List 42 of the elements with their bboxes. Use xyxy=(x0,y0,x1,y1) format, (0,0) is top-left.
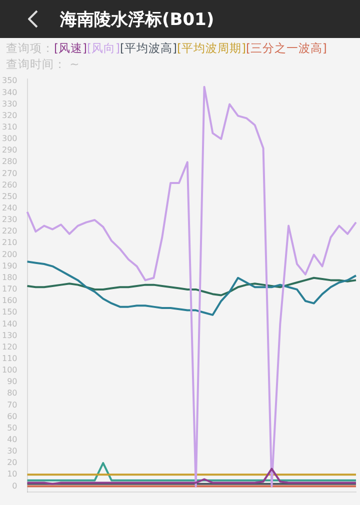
y-tick-label: 40 xyxy=(7,434,18,444)
text: [平均波周期] xyxy=(176,41,246,55)
y-tick-label: 220 xyxy=(2,226,18,236)
y-tick-label: 140 xyxy=(2,319,18,328)
y-tick-label: 210 xyxy=(2,238,18,248)
y-tick-label: 290 xyxy=(2,146,18,155)
y-tick-label: 90 xyxy=(7,377,18,386)
y-tick-label: 320 xyxy=(2,110,18,120)
y-tick-label: 20 xyxy=(7,458,18,468)
y-tick-label: 350 xyxy=(2,76,18,86)
y-tick-label: 110 xyxy=(2,354,18,363)
y-tick-label: 300 xyxy=(2,134,18,144)
y-tick-label: 0 xyxy=(12,481,18,490)
y-tick-label: 100 xyxy=(2,366,18,375)
y-tick-label: 130 xyxy=(2,330,18,340)
text: [三分之一波高] xyxy=(246,41,327,55)
y-tick-label: 170 xyxy=(2,284,18,294)
y-tick-label: 260 xyxy=(2,180,18,190)
y-tick-label: 80 xyxy=(7,388,18,398)
y-tick-label: 280 xyxy=(2,157,18,166)
y-tick-label: 10 xyxy=(7,470,18,479)
y-tick-label: 340 xyxy=(2,88,18,97)
y-tick-label: 120 xyxy=(2,342,18,352)
y-tick-label: 270 xyxy=(2,168,18,178)
y-tick-label: 240 xyxy=(2,204,18,213)
y-tick-label: 250 xyxy=(2,192,18,201)
y-tick-label: 230 xyxy=(2,215,18,224)
y-tick-label: 180 xyxy=(2,272,18,282)
y-tick-label: 200 xyxy=(2,250,18,259)
y-tick-label: 330 xyxy=(2,99,18,108)
y-tick-label: 190 xyxy=(2,261,18,270)
y-tick-label: 310 xyxy=(2,122,18,132)
text: [风向] xyxy=(86,41,120,55)
y-tick-label: 30 xyxy=(7,446,18,456)
text: [平均波高] xyxy=(120,41,177,55)
y-tick-label: 70 xyxy=(7,400,18,410)
y-tick-label: 60 xyxy=(7,412,18,421)
y-tick-label: 150 xyxy=(2,308,18,317)
chart-title: 海南陵水浮标(B01) xyxy=(60,8,214,30)
y-tick-label: 160 xyxy=(2,296,18,306)
y-tick-label: 50 xyxy=(7,423,18,432)
text: [风速] xyxy=(54,41,87,55)
